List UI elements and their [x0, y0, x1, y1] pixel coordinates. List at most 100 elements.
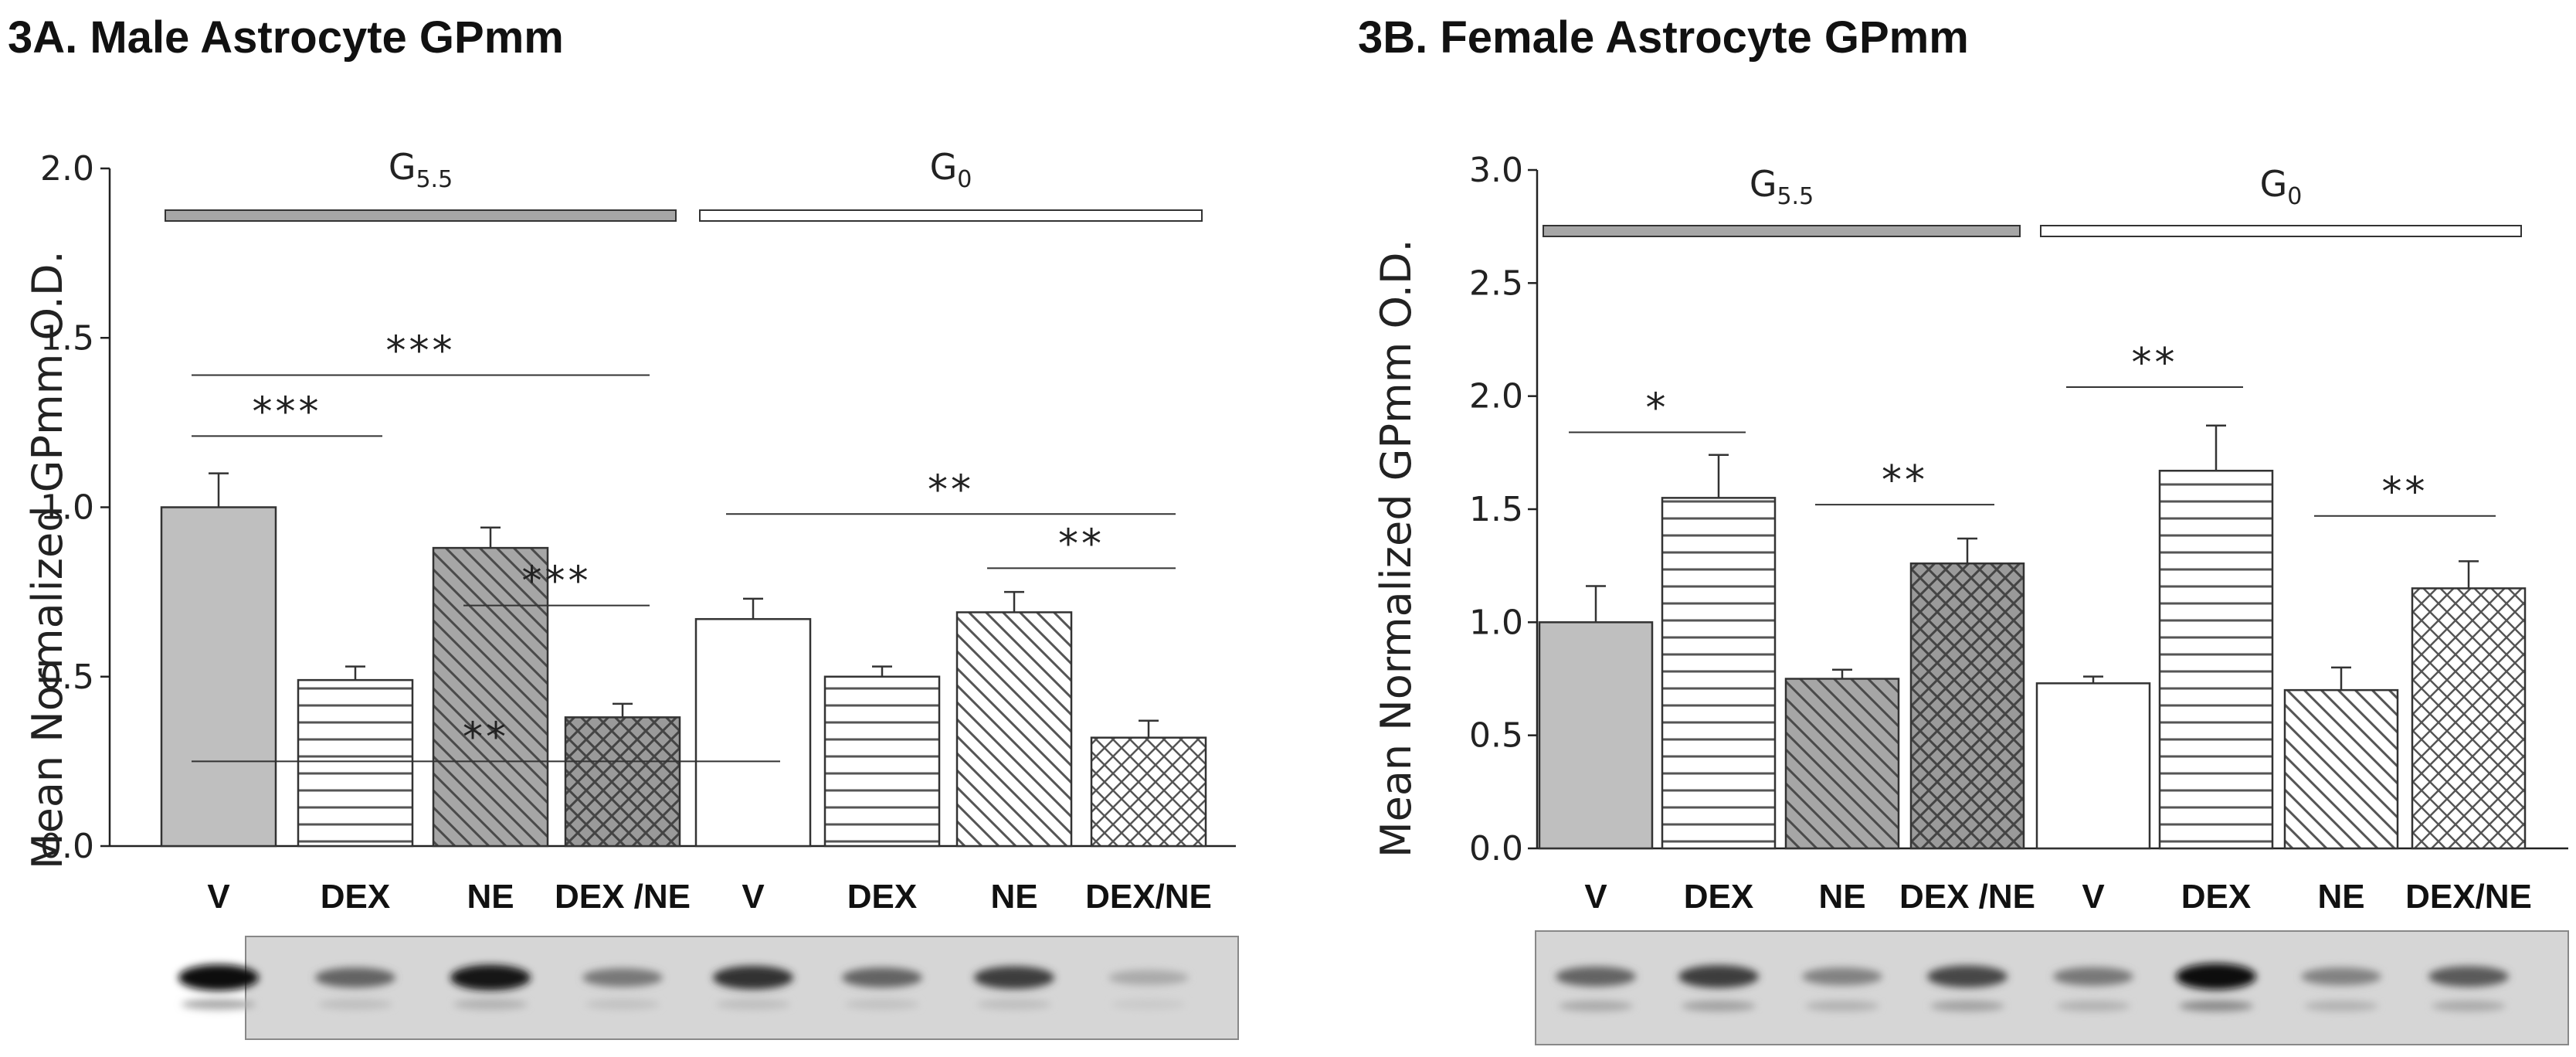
panel-a: 3A. Male Astrocyte GPmm Mean Normalized …	[8, 12, 1239, 1040]
panel-b-bar	[2035, 682, 2151, 850]
panel-b-category-label: DEX /NE	[1899, 878, 2035, 916]
panel-a-category-label: NE	[990, 878, 1037, 916]
panel-a-group-bar	[699, 209, 1203, 222]
panel-b-significance-label: *	[1646, 385, 1669, 431]
panel-a-blot-band-upper	[315, 967, 395, 988]
panel-b-category-label: NE	[2317, 878, 2364, 916]
panel-b-bar	[1661, 497, 1777, 850]
panel-b-y-tick-label: 2.0	[1469, 377, 1523, 416]
panel-a-bar	[823, 675, 941, 848]
panel-b-y-axis-label: Mean Normalized GPmm O.D.	[1372, 239, 1420, 858]
panel-b-category-label: V	[1584, 878, 1607, 916]
panel-a-group-label: G0	[930, 146, 972, 193]
panel-b-bar	[1784, 678, 1900, 850]
panel-b-blot-band-lower	[2056, 1001, 2130, 1012]
panel-a-blot-band-lower	[318, 998, 392, 1010]
panel-b-blot-band-lower	[1805, 1001, 1879, 1012]
panel-a-bar	[1090, 736, 1207, 848]
panel-b-y-tick-label: 1.0	[1469, 603, 1523, 642]
panel-b-group-bar	[1543, 225, 2021, 237]
panel-b-y-tick-label: 0.0	[1469, 829, 1523, 868]
panel-b-significance-label: **	[2132, 340, 2178, 386]
panel-a-significance-label: **	[463, 714, 509, 760]
panel-b-blot-band-upper	[2428, 966, 2509, 987]
panel-b-category-label: DEX	[1684, 878, 1753, 916]
panel-a-y-tick-label: 1.0	[40, 488, 94, 528]
panel-b-category-label: DEX/NE	[2405, 878, 2532, 916]
panel-b: 3B. Female Astrocyte GPmm Mean Normalize…	[1358, 12, 2569, 1045]
panel-a-bar	[432, 546, 549, 848]
panel-b-y-tick-label: 3.0	[1469, 151, 1523, 190]
panel-b-blot-band-lower	[1930, 1001, 2004, 1012]
panel-b-blot-band-upper	[1678, 965, 1759, 988]
panel-a-blot-band-upper	[582, 968, 663, 987]
panel-b-blot-band-upper	[1802, 967, 1882, 986]
panel-b-bar	[2411, 587, 2527, 850]
panel-b-category-label: DEX	[2181, 878, 2251, 916]
panel-a-significance-label: ***	[522, 559, 592, 605]
panel-a-y-tick-label: 2.0	[40, 149, 94, 189]
panel-b-bar	[2158, 469, 2274, 850]
panel-b-category-label: V	[2082, 878, 2105, 916]
panel-a-blot-band-upper	[713, 966, 793, 990]
panel-b-significance-label: **	[1882, 457, 1928, 504]
panel-a-blot-band-lower	[585, 998, 660, 1010]
panel-a-significance-label: ***	[253, 389, 322, 435]
panel-b-bar	[1909, 562, 2025, 850]
panel-b-blot-background	[1535, 930, 2569, 1045]
panel-a-category-label: DEX/NE	[1085, 878, 1212, 916]
panel-a-category-label: V	[742, 878, 765, 916]
panel-b-blot-band-upper	[1927, 965, 2008, 988]
panel-b-group-label: G5.5	[1750, 163, 1814, 210]
panel-b-significance-label: **	[2382, 469, 2428, 515]
panel-a-bar	[160, 506, 277, 848]
panel-a-y-tick-label: 0.0	[40, 827, 94, 866]
panel-a-blot-band-lower	[977, 998, 1051, 1010]
panel-a-y-axis-label: Mean Normalized GPmm O.D.	[23, 250, 72, 869]
panel-b-blot-band-lower	[2432, 1001, 2506, 1012]
panel-a-blot-band-lower	[716, 998, 790, 1010]
panel-a-bar	[955, 611, 1073, 848]
panel-a-group-label: G5.5	[389, 146, 453, 193]
panel-b-western-blot	[1535, 930, 2569, 1045]
panel-a-bar	[297, 678, 414, 848]
panel-a-bar	[694, 617, 812, 848]
panel-a-title: 3A. Male Astrocyte GPmm	[8, 12, 564, 63]
panel-a-bar	[564, 716, 681, 848]
panel-a-category-label: DEX	[321, 878, 390, 916]
panel-a-blot-band-upper	[974, 966, 1054, 989]
panel-a-category-label: DEX	[847, 878, 917, 916]
panel-a-category-label: DEX /NE	[555, 878, 691, 916]
panel-b-title: 3B. Female Astrocyte GPmm	[1358, 12, 1969, 63]
panel-a-category-label: NE	[467, 878, 514, 916]
panel-a-y-tick-label: 0.5	[40, 658, 94, 697]
panel-b-blot-band-upper	[1556, 966, 1636, 987]
panel-a-western-blot	[178, 936, 1239, 1040]
panel-b-y-tick-label: 2.5	[1469, 263, 1523, 303]
panel-a-blot-band-lower	[845, 998, 919, 1010]
panel-b-category-label: NE	[1818, 878, 1865, 916]
panel-b-blot-band-upper	[2053, 967, 2133, 986]
panel-a-group-bar	[165, 209, 677, 222]
panel-a-blot-band-upper	[842, 967, 922, 988]
panel-b-blot-band-lower	[1682, 1001, 1756, 1012]
panel-a-category-label: V	[207, 878, 230, 916]
panel-a-blot-band-lower	[1112, 998, 1186, 1010]
panel-a-blot-band-lower	[182, 998, 256, 1010]
panel-a-significance-label: ***	[386, 328, 456, 374]
panel-b-blot-band-upper	[2176, 963, 2256, 990]
panel-a-blot-band-upper	[1108, 970, 1189, 985]
panel-b-y-tick-label: 0.5	[1469, 716, 1523, 756]
panel-b-blot-band-lower	[2304, 1001, 2378, 1012]
panel-a-significance-label: **	[928, 467, 974, 513]
panel-b-bar	[2283, 688, 2399, 850]
panel-a-blot-band-upper	[450, 964, 531, 991]
panel-b-group-bar	[2040, 225, 2522, 237]
panel-a-significance-label: **	[1058, 521, 1105, 567]
panel-b-blot-band-upper	[2301, 967, 2381, 986]
panel-b-bar	[1538, 621, 1654, 850]
panel-a-y-tick-label: 1.5	[40, 318, 94, 358]
panel-b-blot-band-lower	[2179, 1001, 2253, 1012]
panel-a-blot-band-upper	[178, 964, 259, 991]
